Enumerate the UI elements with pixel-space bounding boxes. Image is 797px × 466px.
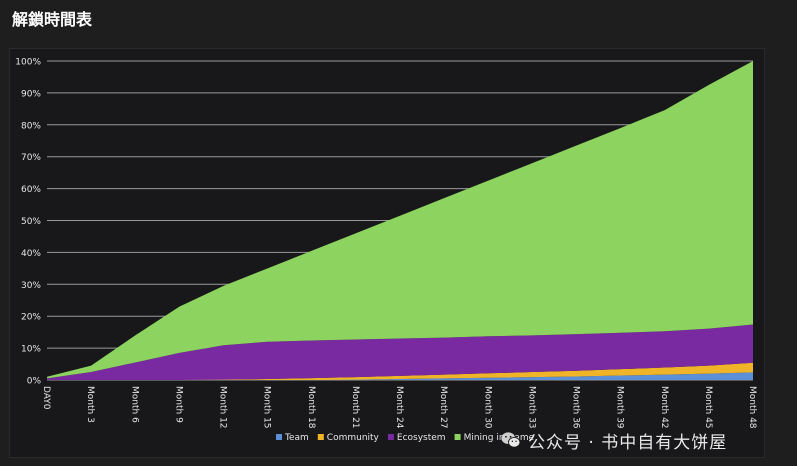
y-tick-label: 80% bbox=[21, 121, 41, 131]
legend-label: Mining in Game bbox=[464, 433, 535, 443]
legend-swatch bbox=[276, 434, 282, 440]
chart-areas bbox=[47, 61, 753, 380]
legend-swatch bbox=[387, 434, 394, 440]
y-tick-label: 20% bbox=[21, 313, 41, 323]
x-tick-label: Month 15 bbox=[262, 386, 272, 429]
y-tick-label: 100% bbox=[15, 58, 41, 68]
x-tick-label: Month 33 bbox=[526, 386, 536, 429]
legend-swatch bbox=[317, 434, 324, 440]
chart-legend: Team Community Ecosystem Mining in Game bbox=[276, 433, 535, 443]
x-tick-label: Month 30 bbox=[482, 386, 492, 429]
y-axis-ticks: 0% 10% 20% 30% 40% 50% 60% 70% 80% 90% 100% bbox=[15, 58, 41, 387]
unlock-schedule-chart: 0% 10% 20% 30% 40% 50% 60% 70% 80% 90% 100% DAY0 Mo… bbox=[15, 58, 757, 444]
x-tick-label: Month 3 bbox=[85, 386, 95, 423]
y-tick-label: 70% bbox=[21, 153, 41, 163]
area-mining-in-game bbox=[47, 61, 753, 379]
x-tick-label: Month 12 bbox=[218, 386, 228, 429]
y-tick-label: 50% bbox=[21, 217, 41, 227]
legend-label: Community bbox=[327, 433, 380, 443]
area-community bbox=[47, 362, 753, 380]
legend-swatch bbox=[454, 434, 461, 440]
x-tick-label: DAY0 bbox=[41, 386, 51, 410]
watermark-text: 公众号 · 书中自有大饼屋 bbox=[528, 432, 728, 453]
legend-label: Ecosystem bbox=[397, 433, 446, 443]
page-title: 解鎖時間表 bbox=[12, 10, 93, 29]
legend-label: Team bbox=[284, 433, 309, 443]
x-tick-label: Month 36 bbox=[571, 386, 581, 429]
x-tick-label: Month 9 bbox=[173, 386, 183, 423]
y-tick-label: 30% bbox=[21, 281, 41, 291]
area-ecosystem bbox=[47, 324, 753, 380]
y-tick-label: 40% bbox=[21, 249, 41, 259]
x-tick-label: Month 18 bbox=[306, 386, 316, 429]
wechat-icon bbox=[501, 432, 521, 448]
y-tick-label: 0% bbox=[27, 377, 42, 387]
x-tick-label: Month 24 bbox=[394, 386, 404, 429]
y-tick-label: 10% bbox=[21, 345, 41, 355]
y-tick-label: 60% bbox=[21, 185, 41, 195]
y-tick-label: 90% bbox=[21, 89, 41, 99]
x-tick-label: Month 42 bbox=[659, 386, 669, 429]
watermark: 公众号 · 书中自有大饼屋 bbox=[500, 426, 727, 454]
x-tick-label: Month 39 bbox=[615, 386, 625, 429]
chart-panel: 0% 10% 20% 30% 40% 50% 60% 70% 80% 90% 100% DAY0 Mo… bbox=[9, 48, 765, 458]
x-tick-label: Month 6 bbox=[129, 386, 139, 423]
x-axis-ticks: DAY0 Month 3 Month 6 Month 9 Month 12 Month 1… bbox=[41, 386, 757, 429]
x-tick-label: Month 48 bbox=[747, 386, 757, 429]
x-tick-label: Month 21 bbox=[350, 386, 360, 429]
x-tick-label: Month 45 bbox=[703, 386, 713, 429]
area-team bbox=[47, 372, 753, 380]
x-tick-label: Month 27 bbox=[438, 386, 448, 429]
